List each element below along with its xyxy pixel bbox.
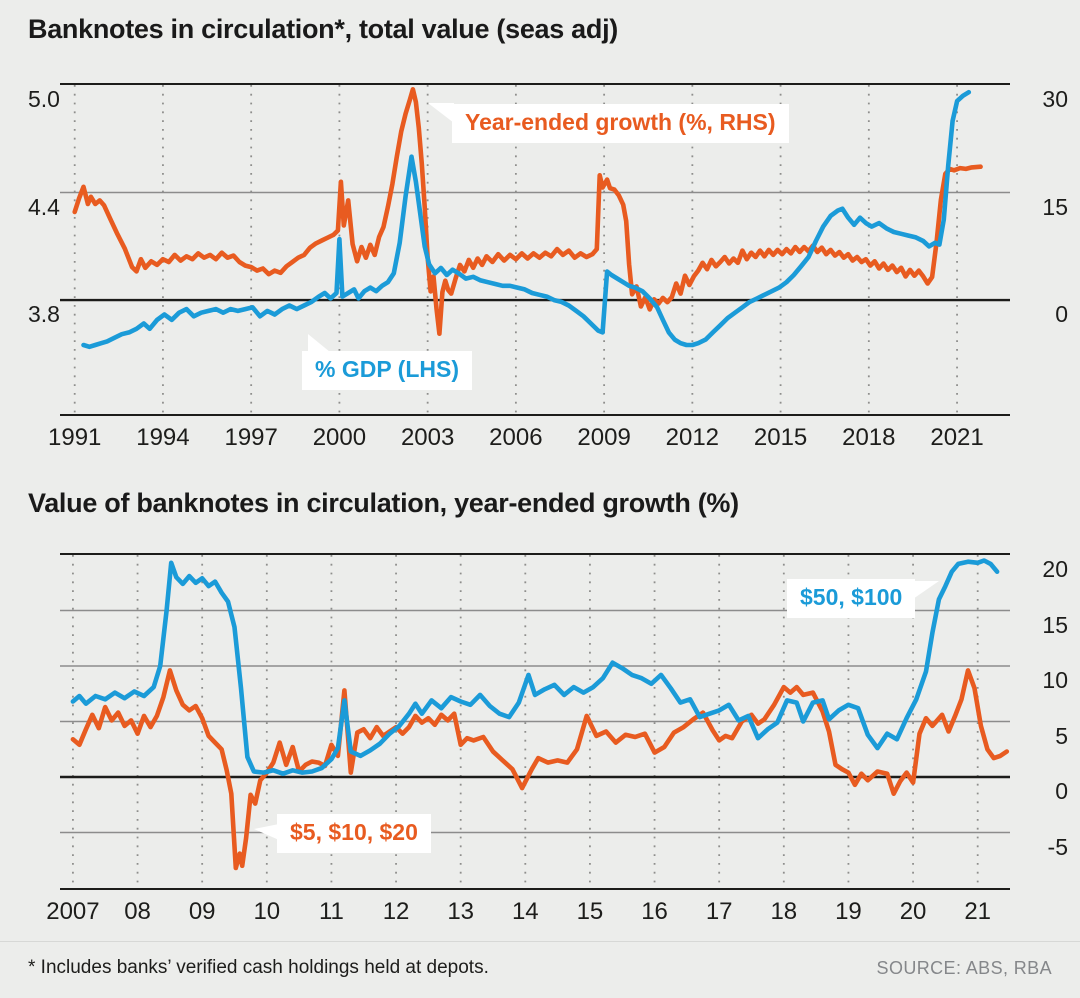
x-axis-label: 2000 <box>312 424 367 451</box>
callout-tail-icon <box>308 334 330 352</box>
y-axis-label-right: 10 <box>1042 667 1068 693</box>
x-axis-label: 21 <box>964 898 992 925</box>
y-axis-label-right: 0 <box>1055 778 1068 804</box>
top-chart-growth-callout: Year-ended growth (%, RHS) <box>428 103 789 143</box>
x-axis-label: 1994 <box>136 424 190 451</box>
x-axis-label: 08 <box>124 898 151 925</box>
x-axis-label: 11 <box>318 898 344 925</box>
x-axis-label: 14 <box>511 898 539 925</box>
y-axis-label-left: 3.8 <box>28 301 60 328</box>
x-axis-label: 2009 <box>577 424 631 451</box>
x-axis-label: 2003 <box>400 424 455 451</box>
y-axis-label-right: -5 <box>1047 833 1068 860</box>
y-axis-label-left: 5.0 <box>28 86 60 112</box>
callout-tail-icon <box>254 824 279 840</box>
callout-tail-icon <box>428 103 454 123</box>
x-axis-label: 2015 <box>753 424 808 451</box>
x-axis-label: 1991 <box>48 424 102 451</box>
x-axis-label: 2006 <box>489 424 543 451</box>
source-credit: SOURCE: ABS, RBA <box>876 958 1052 978</box>
y-axis-label-right: 15 <box>1042 193 1068 220</box>
bottom-chart-title: Value of banknotes in circulation, year-… <box>28 488 739 518</box>
top-chart-title: Banknotes in circulation*, total value (… <box>28 14 618 44</box>
bottom-chart-fifty-hundred-callout: $50, $100 <box>787 579 940 618</box>
x-axis-label: 10 <box>253 898 281 925</box>
growth-callout-label: Year-ended growth (%, RHS) <box>465 109 776 135</box>
y-axis-label-right: 20 <box>1042 556 1068 582</box>
y-axis-label-right: 5 <box>1055 722 1068 749</box>
x-axis-label: 20 <box>899 898 927 925</box>
x-axis-label: 12 <box>382 898 410 925</box>
x-axis-label: 2007 <box>46 898 100 925</box>
y-axis-label-right: 15 <box>1042 611 1068 638</box>
callout-tail-icon <box>913 581 940 599</box>
x-axis-label: 16 <box>641 898 668 925</box>
x-axis-label: 2018 <box>842 424 896 451</box>
footnote: * Includes banks’ verified cash holdings… <box>28 957 489 978</box>
fifty-hundred-callout-label: $50, $100 <box>800 584 903 610</box>
bottom-chart-canvas <box>60 555 1010 888</box>
bottom-chart-plot-area <box>60 553 1010 890</box>
x-axis-label: 2021 <box>930 424 984 451</box>
small-notes-callout-label: $5, $10, $20 <box>290 819 418 845</box>
x-axis-label: 1997 <box>224 424 278 451</box>
y-axis-label-left: 4.4 <box>28 193 60 220</box>
x-axis-label: 17 <box>705 898 733 925</box>
bottom-chart-small-notes-callout: $5, $10, $20 <box>254 814 431 853</box>
x-axis-label: 18 <box>770 898 798 925</box>
footer-divider <box>0 941 1080 942</box>
x-axis-label: 2012 <box>665 424 720 451</box>
x-axis-label: 15 <box>576 898 604 925</box>
top-chart-gdp-callout: % GDP (LHS) <box>302 334 472 390</box>
x-axis-label: 09 <box>188 898 216 925</box>
gdp-callout-label: % GDP (LHS) <box>315 356 459 382</box>
x-axis-label: 13 <box>447 898 475 925</box>
y-axis-label-right: 0 <box>1055 301 1068 328</box>
y-axis-label-right: 30 <box>1042 86 1068 112</box>
x-axis-label: 19 <box>835 898 862 925</box>
